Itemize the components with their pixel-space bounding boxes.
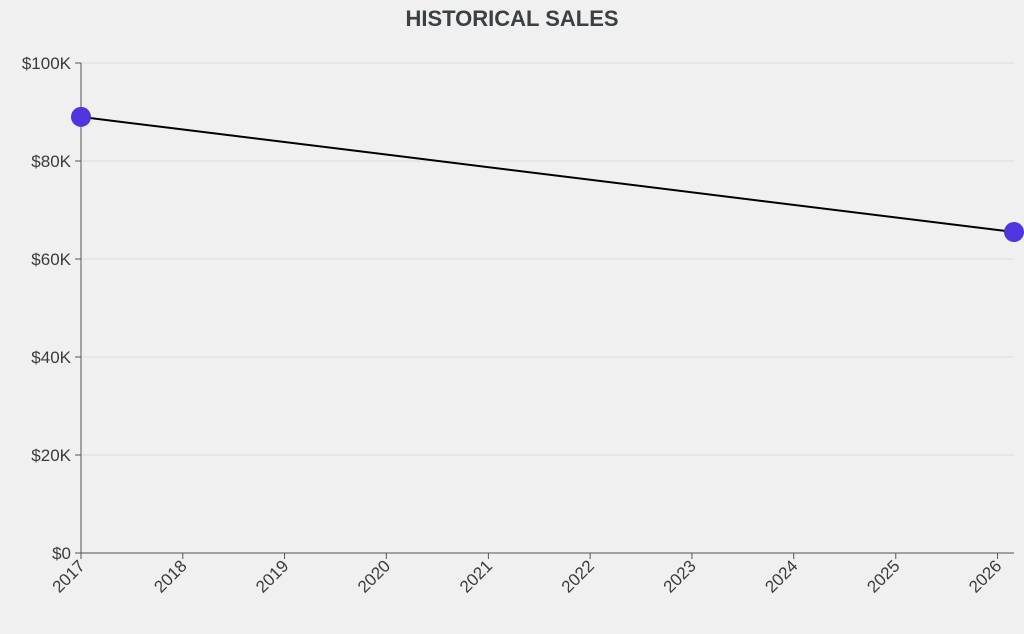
x-tick-label: 2023 bbox=[660, 556, 700, 596]
y-axis: $0 $20K $40K $60K $80K $100K bbox=[22, 54, 82, 563]
x-tick-label: 2022 bbox=[558, 556, 598, 596]
series-layer bbox=[71, 106, 1024, 243]
series-line bbox=[80, 115, 1015, 234]
y-tick-label: $20K bbox=[31, 446, 71, 465]
data-point[interactable] bbox=[1004, 222, 1024, 243]
x-tick-label: 2024 bbox=[761, 556, 801, 596]
x-tick-label: 2026 bbox=[965, 556, 1005, 596]
data-point[interactable] bbox=[71, 106, 91, 127]
x-tick-label: 2018 bbox=[150, 556, 190, 596]
y-tick-label: $100K bbox=[22, 54, 72, 73]
x-tick-label: 2019 bbox=[252, 556, 292, 596]
x-tick-label: 2021 bbox=[456, 556, 496, 596]
y-tick-label: $60K bbox=[31, 250, 71, 269]
chart-title: HISTORICAL SALES bbox=[405, 6, 618, 31]
x-tick-label: 2025 bbox=[863, 556, 903, 596]
y-tick-label: $80K bbox=[31, 152, 71, 171]
grid-lines bbox=[81, 62, 1014, 456]
x-axis: 2017 2018 2019 2020 2021 2022 2023 2024 2025 2026 bbox=[49, 552, 1014, 597]
y-tick-label: $40K bbox=[31, 348, 71, 367]
y-tick-label: $0 bbox=[52, 544, 71, 563]
x-tick-label: 2020 bbox=[354, 556, 394, 596]
